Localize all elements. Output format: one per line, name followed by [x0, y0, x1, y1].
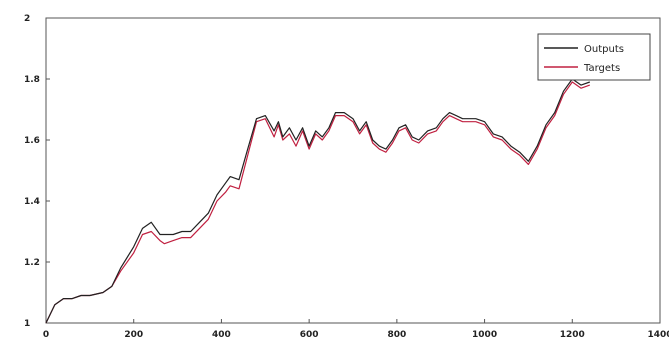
y-axis-ticks: 1 1.2 1.4 1.6 1.8 2 [24, 14, 50, 329]
legend-box [537, 33, 651, 81]
y-tick-label: 1.6 [24, 136, 40, 146]
x-tick-label: 400 [212, 330, 231, 340]
x-tick-label: 600 [300, 330, 319, 340]
x-tick-label: 0 [43, 330, 49, 340]
legend-label-outputs: Outputs [584, 44, 624, 55]
x-tick-label: 200 [124, 330, 143, 340]
x-tick-label: 1200 [560, 330, 585, 340]
series-line-targets [45, 81, 591, 324]
x-tick-label: 1000 [472, 330, 497, 340]
y-tick-label: 2 [24, 14, 30, 24]
y-tick-label: 1.8 [24, 75, 40, 85]
x-tick-label: 1400 [647, 330, 669, 340]
y-tick-label: 1 [24, 319, 30, 329]
legend: Outputs Targets [537, 33, 651, 81]
series-layer [45, 78, 591, 324]
x-tick-label: 800 [387, 330, 406, 340]
legend-label-targets: Targets [583, 63, 620, 74]
x-axis-ticks: 0 200 400 600 800 1000 1200 1400 [43, 319, 669, 340]
y-tick-label: 1.4 [24, 197, 40, 207]
series-line-outputs [45, 78, 591, 324]
y-tick-label: 1.2 [24, 258, 40, 268]
